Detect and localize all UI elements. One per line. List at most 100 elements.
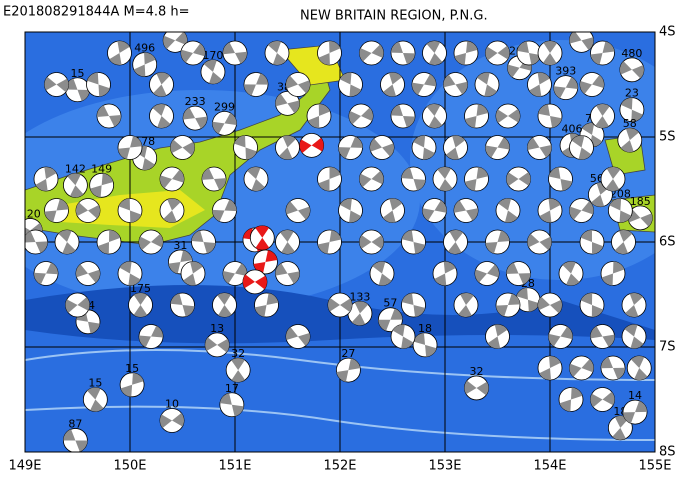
compression xyxy=(340,298,353,313)
focal-mechanism xyxy=(222,40,248,66)
focal-mechanism xyxy=(191,229,216,255)
compression xyxy=(275,263,288,276)
compression xyxy=(539,145,552,158)
compression xyxy=(370,138,382,152)
compression xyxy=(591,305,604,317)
compression xyxy=(590,393,603,408)
focal-mechanism xyxy=(485,135,510,160)
focal-mechanism xyxy=(117,135,143,160)
compression xyxy=(183,107,196,120)
focal-mechanism xyxy=(75,198,101,223)
compression xyxy=(496,109,508,124)
compression xyxy=(244,84,256,96)
focal-mechanism xyxy=(317,40,342,66)
compression xyxy=(401,167,414,179)
compression xyxy=(614,242,628,255)
compression xyxy=(476,167,489,179)
compression xyxy=(35,179,48,191)
compression xyxy=(506,172,519,186)
focal-mechanism xyxy=(621,292,647,318)
focal-mechanism xyxy=(516,40,542,66)
compression xyxy=(287,271,300,284)
compression xyxy=(434,273,447,286)
compression xyxy=(581,37,594,51)
focal-mechanism xyxy=(233,135,258,160)
compression xyxy=(76,202,88,216)
depth-label: 31 xyxy=(173,239,187,252)
focal-mechanism xyxy=(380,198,405,223)
focal-mechanism xyxy=(63,172,88,198)
focal-mechanism xyxy=(180,40,206,66)
compression xyxy=(35,241,48,253)
compression xyxy=(157,116,171,128)
compression xyxy=(447,242,462,255)
focal-mechanism xyxy=(453,40,479,66)
compression xyxy=(606,167,621,179)
focal-mechanism xyxy=(422,103,447,129)
compression xyxy=(382,143,394,157)
focal-mechanism xyxy=(558,387,584,412)
compression xyxy=(130,210,142,223)
compression xyxy=(286,75,298,89)
focal-mechanism xyxy=(390,103,416,129)
depth-label: 32 xyxy=(231,347,245,360)
compression xyxy=(311,137,324,152)
compression xyxy=(428,116,443,128)
compression xyxy=(203,59,217,72)
compression xyxy=(382,210,396,223)
focal-mechanism xyxy=(443,72,468,97)
compression xyxy=(485,242,498,254)
depth-label: 17 xyxy=(225,382,239,395)
focal-mechanism xyxy=(380,72,405,97)
compression xyxy=(529,84,542,97)
compression xyxy=(378,319,391,331)
compression xyxy=(539,210,552,223)
region: NEW BRITAIN REGION, P.N.G. xyxy=(300,9,488,24)
compression xyxy=(580,81,592,94)
compression xyxy=(422,208,435,221)
focal-mechanism xyxy=(182,105,208,131)
compression xyxy=(581,122,595,135)
compression xyxy=(475,269,487,283)
compression xyxy=(527,299,540,312)
focal-mechanism xyxy=(285,324,311,349)
compression xyxy=(280,229,294,242)
compression xyxy=(403,53,415,65)
contour xyxy=(25,349,655,381)
compression xyxy=(640,213,653,227)
compression xyxy=(96,105,109,118)
compression xyxy=(272,53,287,65)
compression xyxy=(119,261,132,274)
focal-mechanism xyxy=(249,225,275,251)
focal-mechanism xyxy=(569,355,594,381)
compression xyxy=(183,273,196,286)
focal-mechanism xyxy=(33,261,59,286)
focal-mechanism xyxy=(495,292,521,318)
focal-mechanism xyxy=(537,198,563,223)
compression xyxy=(487,264,500,278)
compression xyxy=(286,327,298,341)
focal-mechanism xyxy=(443,135,468,160)
x-tick-label: 151E xyxy=(218,459,251,474)
compression xyxy=(413,305,426,317)
compression xyxy=(109,114,122,127)
compression xyxy=(318,53,330,65)
focal-mechanism xyxy=(369,261,395,286)
compression xyxy=(602,334,615,347)
focal-mechanism xyxy=(335,357,361,383)
compression xyxy=(403,116,415,128)
compression xyxy=(401,336,414,349)
compression xyxy=(205,337,218,351)
compression xyxy=(413,135,426,148)
compression xyxy=(242,274,255,289)
focal-mechanism xyxy=(537,103,563,129)
focal-mechanism xyxy=(553,75,579,101)
focal-mechanism xyxy=(537,292,563,318)
y-tick-label: 8S xyxy=(659,445,676,460)
compression xyxy=(58,230,72,242)
compression xyxy=(413,179,426,191)
compression xyxy=(445,147,459,160)
depth-label: 58 xyxy=(623,117,637,130)
compression xyxy=(87,72,99,85)
contour xyxy=(25,405,655,441)
